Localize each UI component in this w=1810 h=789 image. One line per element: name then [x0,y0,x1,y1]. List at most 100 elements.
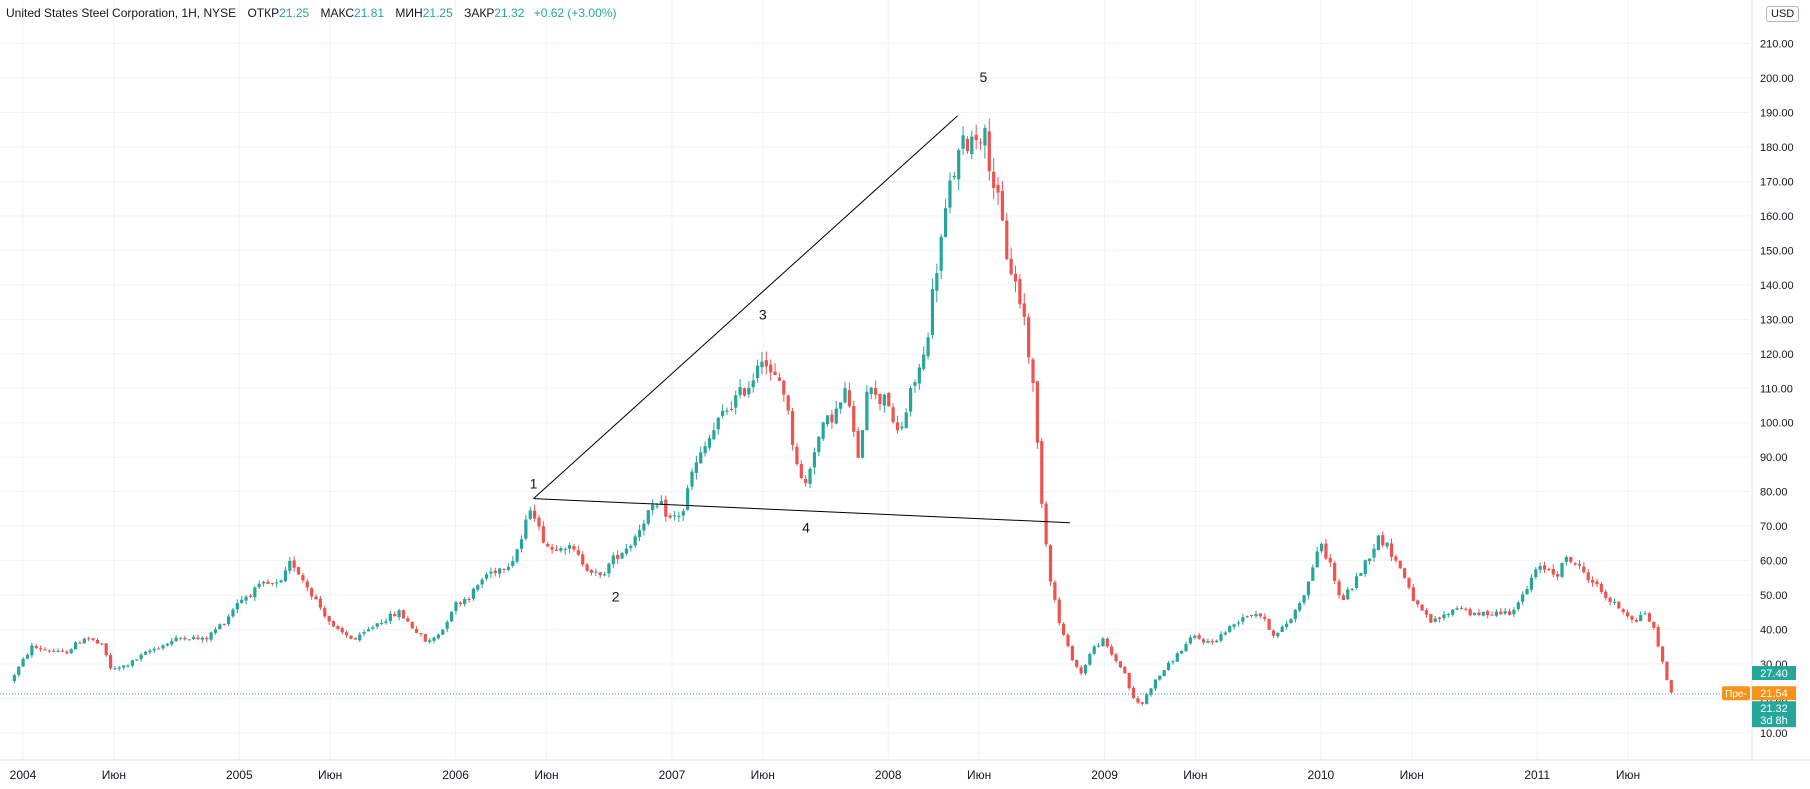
candle-body [887,392,891,407]
price-tag-3 [1752,701,1796,728]
candle-body [1529,577,1534,590]
candle-body [1477,612,1481,616]
candle-body [1591,579,1595,583]
price-tick-label: 170.00 [1760,176,1794,188]
candle-body [1171,661,1175,663]
time-tick-label: Июн [751,768,775,782]
candle-body [489,571,493,574]
candle-body [1236,622,1241,624]
time-tick-label: Июн [318,768,342,782]
candle-body [1521,594,1525,602]
candle-body [1110,646,1114,655]
candle-body [1625,612,1630,617]
candle-body [270,582,274,584]
trendline-2 [533,498,1070,524]
candle-body [78,642,82,644]
candle-body [1569,557,1573,563]
candle-body [1551,569,1555,575]
candle-body [1595,581,1599,585]
candle-body [170,641,174,645]
candle-body [1258,613,1262,617]
candle-body [296,567,301,575]
candle-body [716,417,720,430]
candle-body [113,668,117,670]
candle-body [812,452,817,468]
candle-body [279,580,283,583]
candle-body [1556,574,1560,577]
candle-body [616,554,620,560]
candle-body [345,632,349,636]
candle-body [1018,279,1022,305]
candle-body [1451,609,1455,615]
candle-body [869,387,873,394]
time-tick-label: 2005 [226,768,253,782]
price-tick-label: 110.00 [1760,383,1793,395]
high-value: 21.81 [354,6,385,20]
time-tick-label: 2007 [659,768,686,782]
candle-body [178,637,183,639]
candle-body [1035,381,1039,443]
candle-body [1573,563,1577,565]
candle-body [21,658,25,667]
candle-body [983,127,987,146]
candle-body [1271,630,1276,636]
candle-body [1232,624,1236,627]
price-tick-label: 130.00 [1760,314,1794,326]
candle-body [602,574,607,576]
candle-body [1127,672,1131,689]
candle-body [12,675,16,682]
pre-market-badge [1722,686,1750,701]
candle-body [471,588,476,599]
candle-body [17,666,21,675]
change-value: +0.62 (+3.00%) [533,6,617,20]
candle-body [629,545,633,549]
candle-body [563,548,567,550]
candle-body [817,436,821,453]
candle-body [301,575,305,581]
candle-body [1507,611,1512,615]
price-tag-value: 27.40 [1760,668,1788,680]
time-tick-label: Июн [1400,768,1424,782]
time-tick-label: 2011 [1524,768,1550,782]
candle-body [874,387,878,395]
candle-body [1333,563,1337,581]
candle-body [987,131,991,172]
candle-body [484,574,489,579]
candle-body [751,380,755,388]
candle-body [1118,661,1123,668]
candle-body [834,408,838,424]
candle-body [406,618,410,622]
candle-body [913,382,917,386]
candle-body [1057,599,1061,624]
candle-body [1250,615,1254,617]
candle-body [777,377,782,381]
candle-body [790,411,795,445]
candle-body [1437,617,1442,619]
candle-body [1420,604,1424,611]
time-tick-label: Июн [102,768,126,782]
candle-body [362,631,366,634]
currency-button[interactable]: USD [1766,6,1800,22]
candle-body [554,549,559,552]
price-tag-value: 21.54 [1760,688,1788,700]
candle-body [1031,359,1035,384]
candle-body [515,549,519,562]
candle-body [821,422,825,439]
candle-body [266,581,270,584]
candle-body [73,642,78,650]
candle-body [60,650,65,652]
candle-body [707,438,712,448]
candle-body [1215,640,1219,643]
wave-label-1: 1 [530,476,538,492]
candle-body [1197,635,1201,639]
candle-body [410,621,414,629]
candle-body [541,526,545,543]
low-label: МИН [395,6,423,20]
candle-body [690,471,694,487]
candle-body [1145,694,1149,704]
candle-body [567,545,572,549]
candle-body [974,134,978,140]
candle-body [1468,609,1472,616]
candle-body [1337,581,1341,596]
